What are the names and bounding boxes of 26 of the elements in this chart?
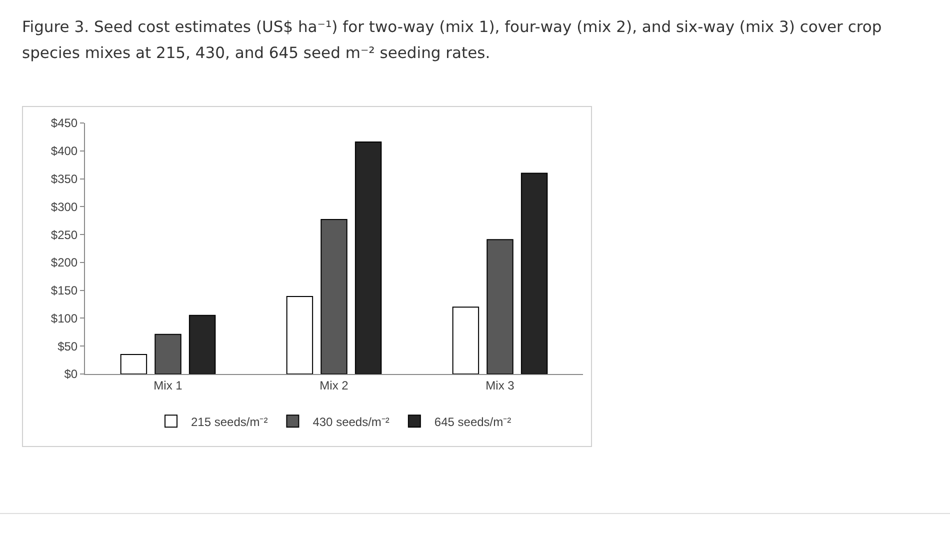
bar — [154, 334, 182, 374]
y-tick-label: $300 — [50, 200, 78, 214]
y-tick-label: $200 — [50, 256, 78, 270]
y-tick-label: $350 — [50, 172, 78, 186]
bar — [320, 219, 348, 374]
chart-title: Figure 3. Seed cost estimates (US$ ha⁻¹) for two-way (mix 1), four-way (mix 2), and six-way (mix 3) cover crop species mixes at 215, 430, and 645 seed m⁻² seeding rates. — [22, 17, 883, 64]
bar — [120, 354, 148, 374]
legend-label: 430 seeds/m⁻² — [312, 414, 390, 429]
x-tick-label: Mix 3 — [486, 378, 515, 392]
bar — [188, 314, 216, 374]
bar — [354, 141, 382, 374]
bar — [520, 172, 548, 374]
y-tick-label: $50 — [58, 339, 78, 354]
y-tick-label: $150 — [50, 284, 78, 298]
y-tick-label: $400 — [50, 144, 78, 158]
y-tick-label: $0 — [64, 367, 78, 382]
legend-label: 215 seeds/m⁻² — [191, 414, 268, 429]
legend-label: 645 seeds/m⁻² — [434, 414, 512, 429]
bar — [486, 239, 514, 374]
bar — [452, 306, 480, 374]
x-tick-label: Mix 2 — [320, 378, 349, 392]
y-tick-label: $100 — [50, 311, 78, 326]
bar — [286, 296, 314, 374]
y-tick-label: $450 — [50, 116, 78, 130]
y-tick-label: $250 — [50, 228, 78, 242]
x-tick-label: Mix 1 — [154, 378, 183, 392]
